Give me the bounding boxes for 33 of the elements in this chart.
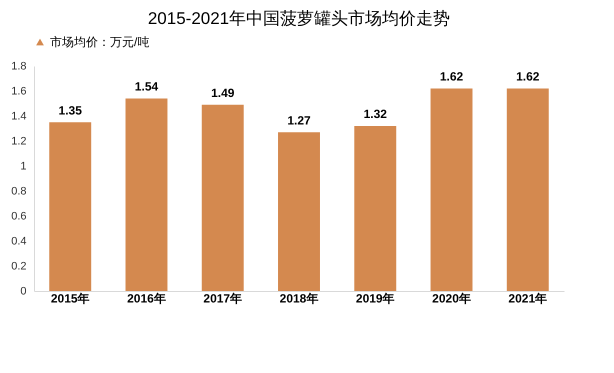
x-tick-label: 2017年 [203, 292, 242, 306]
bar [354, 126, 396, 291]
y-tick-label: 0.6 [11, 210, 26, 222]
y-tick-label: 0.2 [11, 260, 26, 272]
data-label: 1.32 [364, 107, 388, 121]
data-label: 1.35 [58, 103, 82, 118]
chart-title: 2015-2021年中国菠萝罐头市场均价走势 [148, 9, 450, 28]
x-tick-label: 2018年 [280, 292, 318, 306]
bar [49, 122, 92, 291]
y-tick-label: 1.6 [11, 86, 26, 98]
legend-label: 市场均价：万元/吨 [50, 35, 150, 49]
x-tick-label: 2021年 [508, 292, 548, 306]
bar [126, 98, 168, 291]
y-tick-label: 0.8 [11, 186, 26, 198]
y-tick-label: 0.4 [11, 236, 26, 248]
y-tick-label: 1.2 [11, 136, 26, 148]
bar [278, 132, 320, 291]
data-label: 1.27 [287, 113, 311, 128]
y-tick-label: 1.4 [11, 110, 26, 122]
bar [430, 88, 472, 291]
x-tick-label: 2020年 [432, 292, 471, 306]
y-tick-label: 1.8 [11, 60, 26, 72]
bar [202, 104, 244, 291]
data-label: 1.62 [516, 70, 540, 84]
data-label: 1.54 [134, 80, 158, 94]
data-label: 1.49 [211, 86, 235, 100]
y-tick-label: 1 [20, 160, 26, 172]
y-tick-label: 0 [20, 286, 26, 298]
x-tick-label: 2015年 [50, 292, 90, 306]
bar [506, 88, 549, 291]
x-tick-label: 2016年 [127, 292, 166, 306]
x-tick-label: 2019年 [356, 292, 395, 306]
data-label: 1.62 [440, 70, 464, 84]
